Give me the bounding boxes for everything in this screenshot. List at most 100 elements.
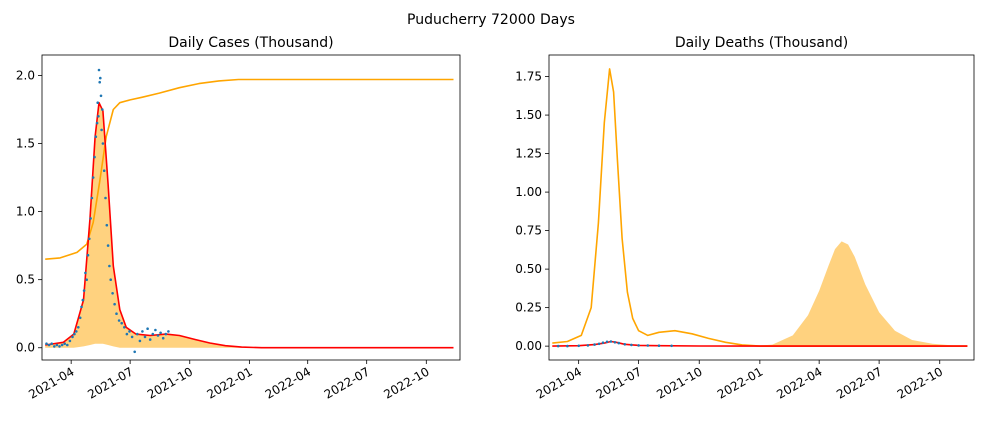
data-point bbox=[115, 312, 118, 316]
data-point bbox=[109, 278, 112, 282]
data-point bbox=[657, 344, 661, 348]
daily-cases-title: Daily Cases (Thousand) bbox=[168, 35, 333, 51]
data-point bbox=[597, 342, 601, 346]
data-point bbox=[89, 217, 92, 220]
scatter-series-3 bbox=[556, 340, 673, 348]
y-tick-label: 2.0 bbox=[16, 68, 35, 82]
data-point bbox=[63, 342, 66, 346]
data-point bbox=[78, 316, 82, 320]
daily-deaths-chart: Daily Deaths (Thousand) 0.00 0.25 0.50 0.75… bbox=[515, 35, 975, 402]
data-point bbox=[111, 292, 114, 295]
data-point bbox=[50, 342, 53, 346]
data-point bbox=[637, 344, 640, 347]
x-tick-label: 2021-10 bbox=[145, 364, 195, 401]
figure-suptitle: Puducherry 72000 Days bbox=[407, 12, 575, 28]
data-point bbox=[128, 330, 131, 333]
data-point bbox=[123, 326, 126, 329]
x-tick-label: 2021-04 bbox=[534, 364, 584, 401]
data-point bbox=[556, 344, 560, 348]
data-point bbox=[141, 330, 144, 333]
data-point bbox=[98, 80, 101, 84]
data-point bbox=[66, 343, 69, 347]
x-tick-label: 2022-01 bbox=[715, 364, 765, 401]
data-point bbox=[630, 343, 633, 347]
axes-frame bbox=[548, 54, 975, 361]
data-point bbox=[151, 332, 155, 336]
data-point bbox=[148, 338, 152, 341]
data-point bbox=[93, 155, 96, 159]
data-point bbox=[136, 332, 139, 336]
data-point bbox=[106, 244, 110, 247]
data-point bbox=[601, 341, 605, 345]
data-point bbox=[577, 344, 580, 348]
data-point bbox=[82, 289, 86, 292]
data-point bbox=[104, 196, 107, 200]
x-tick-label: 2022-10 bbox=[895, 364, 945, 401]
plot-area bbox=[45, 68, 454, 354]
data-point bbox=[617, 341, 621, 345]
line-series-0 bbox=[552, 68, 968, 347]
data-point bbox=[47, 343, 51, 347]
data-point bbox=[60, 343, 64, 347]
data-point bbox=[143, 335, 147, 339]
y-tick-label: 0.0 bbox=[16, 341, 35, 355]
data-point bbox=[45, 342, 48, 346]
data-point bbox=[605, 340, 609, 344]
plot-area bbox=[552, 68, 968, 348]
y-tick-label: 1.75 bbox=[515, 70, 542, 84]
data-point bbox=[97, 115, 100, 118]
data-point bbox=[609, 340, 613, 343]
data-point bbox=[97, 68, 101, 72]
data-point bbox=[102, 169, 106, 172]
data-point bbox=[613, 341, 617, 344]
data-point bbox=[113, 302, 116, 306]
data-point bbox=[53, 345, 56, 348]
x-tick-label: 2022-07 bbox=[834, 364, 884, 401]
data-point bbox=[85, 278, 88, 282]
data-point bbox=[120, 321, 123, 325]
y-tick-label: 1.50 bbox=[515, 108, 542, 122]
x-tick-label: 2021-07 bbox=[594, 364, 644, 401]
data-point bbox=[96, 101, 99, 104]
data-point bbox=[94, 135, 98, 138]
data-point bbox=[99, 76, 102, 80]
data-point bbox=[130, 335, 134, 339]
data-point bbox=[58, 345, 61, 348]
data-point bbox=[80, 305, 83, 309]
x-tick-label: 2022-04 bbox=[263, 364, 313, 401]
data-point bbox=[154, 328, 157, 332]
data-point bbox=[99, 94, 103, 98]
data-point bbox=[88, 237, 91, 241]
data-point bbox=[164, 332, 168, 336]
x-tick-label: 2021-07 bbox=[85, 364, 135, 401]
data-point bbox=[159, 331, 162, 335]
data-point bbox=[623, 343, 627, 346]
data-point bbox=[566, 344, 569, 348]
y-tick-label: 1.00 bbox=[515, 185, 542, 199]
band-series-2 bbox=[45, 102, 262, 348]
data-point bbox=[125, 332, 129, 336]
data-point bbox=[101, 108, 104, 111]
data-point bbox=[101, 142, 105, 145]
data-point bbox=[81, 298, 85, 302]
x-tick-label: 2022-04 bbox=[774, 364, 824, 401]
data-point bbox=[156, 334, 160, 337]
data-point bbox=[91, 176, 95, 179]
data-point bbox=[100, 128, 103, 132]
data-point bbox=[105, 223, 109, 227]
data-point bbox=[670, 344, 673, 348]
data-point bbox=[86, 253, 90, 257]
y-tick-label: 0.50 bbox=[515, 262, 542, 276]
daily-cases-chart: Daily Cases (Thousand) 0.0 0.5 1.0 1.5 2.0 20… bbox=[16, 35, 461, 402]
x-tick-label: 2022-01 bbox=[204, 364, 254, 401]
data-point bbox=[90, 196, 94, 200]
data-point bbox=[55, 343, 59, 347]
data-point bbox=[133, 350, 136, 354]
data-point bbox=[73, 332, 76, 336]
data-point bbox=[646, 344, 650, 347]
data-point bbox=[593, 343, 596, 346]
data-point bbox=[71, 335, 74, 339]
data-point bbox=[117, 319, 121, 322]
data-point bbox=[95, 121, 99, 125]
